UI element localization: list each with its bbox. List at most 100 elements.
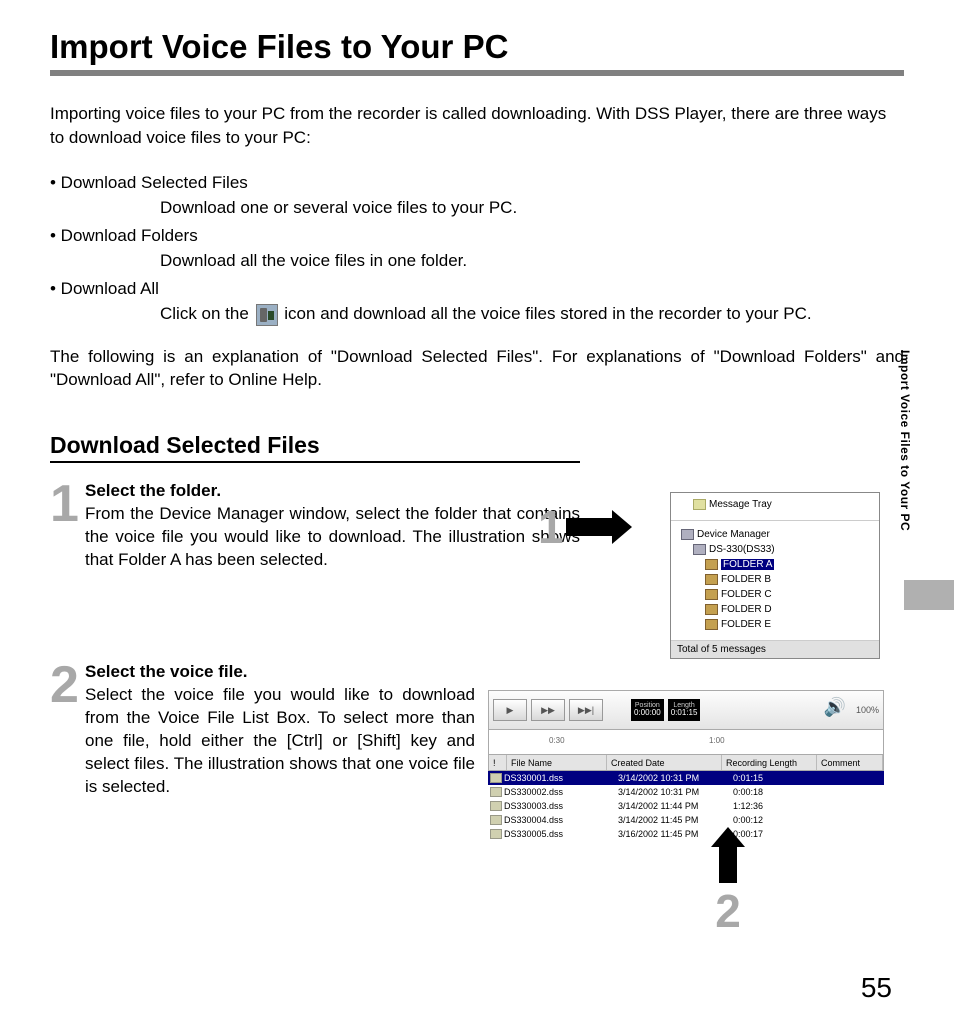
file-icon (490, 787, 502, 797)
file-name: DS330001.dss (504, 773, 618, 783)
display-value: 0:00:00 (634, 709, 661, 718)
bullet-desc-post: icon and download all the voice files st… (284, 304, 811, 323)
title-rule (50, 70, 904, 76)
file-row[interactable]: DS330004.dss3/14/2002 11:45 PM0:00:12 (488, 813, 884, 827)
step-body: Select the voice file you would like to … (85, 684, 475, 799)
file-date: 3/14/2002 11:44 PM (618, 801, 733, 811)
bullet-desc-pre: Click on the (160, 304, 254, 323)
tree-label: FOLDER B (721, 574, 771, 585)
callout-number: 2 (708, 884, 748, 938)
folder-icon (705, 574, 718, 585)
file-name: DS330002.dss (504, 787, 618, 797)
arrow-right-icon (566, 518, 614, 536)
tree-label: FOLDER C (721, 589, 772, 600)
device-manager-screenshot: Message Tray Device Manager DS-330(DS33)… (670, 492, 880, 659)
time-ruler[interactable]: 0:30 1:00 (488, 730, 884, 754)
tree-label: FOLDER D (721, 604, 772, 615)
download-all-icon (256, 304, 278, 326)
figure-2: ▶ ▶▶ ▶▶| Position 0:00:00 Length 0:01:15… (488, 690, 884, 938)
bullet-desc: Download all the voice files in one fold… (160, 248, 904, 274)
speaker-icon[interactable]: 🔊 (818, 697, 852, 723)
file-length: 0:00:12 (733, 815, 788, 825)
col-filename[interactable]: File Name (507, 755, 607, 770)
zoom-value: 100% (856, 705, 879, 715)
bullet-desc: Download one or several voice files to y… (160, 195, 904, 221)
file-name: DS330003.dss (504, 801, 618, 811)
file-icon (490, 773, 502, 783)
tree-folder[interactable]: FOLDER A (681, 557, 875, 572)
ffwd-button[interactable]: ▶▶ (531, 699, 565, 721)
file-length: 1:12:36 (733, 801, 788, 811)
tree-folder[interactable]: FOLDER B (681, 572, 875, 587)
arrow-up-icon (719, 845, 737, 883)
folder-icon (705, 589, 718, 600)
file-list: DS330001.dss3/14/2002 10:31 PM0:01:15DS3… (488, 771, 884, 841)
status-bar: Total of 5 messages (671, 641, 879, 658)
col-length[interactable]: Recording Length (722, 755, 817, 770)
tree-folder[interactable]: FOLDER D (681, 602, 875, 617)
file-icon (490, 801, 502, 811)
bullet-list: • Download Selected Files Download one o… (50, 170, 904, 327)
folder-icon (705, 559, 718, 570)
tree-label: FOLDER A (721, 559, 774, 570)
device-manager-icon (681, 529, 694, 540)
tree-folder[interactable]: FOLDER C (681, 587, 875, 602)
file-date: 3/14/2002 10:31 PM (618, 773, 733, 783)
followup-paragraph: The following is an explanation of "Down… (50, 345, 904, 393)
page-number: 55 (861, 972, 892, 1004)
file-name: DS330005.dss (504, 829, 618, 839)
bullet-head: • Download All (50, 276, 904, 302)
tree-label: DS-330(DS33) (709, 544, 775, 555)
position-display: Position 0:00:00 (631, 699, 664, 721)
folder-icon (705, 604, 718, 615)
file-icon (490, 829, 502, 839)
col-mark[interactable]: ! (489, 755, 507, 770)
side-tab-label: Import Voice Files to Your PC (898, 350, 912, 531)
file-list-screenshot: ▶ ▶▶ ▶▶| Position 0:00:00 Length 0:01:15… (488, 690, 884, 841)
file-length: 0:01:15 (733, 773, 788, 783)
ruler-tick: 1:00 (709, 736, 725, 745)
file-name: DS330004.dss (504, 815, 618, 825)
player-toolbar: ▶ ▶▶ ▶▶| Position 0:00:00 Length 0:01:15… (488, 690, 884, 730)
tree-folder[interactable]: FOLDER E (681, 617, 875, 632)
list-header: ! File Name Created Date Recording Lengt… (488, 754, 884, 771)
step-number: 2 (50, 662, 85, 799)
bullet-head: • Download Folders (50, 223, 904, 249)
step-number: 1 (50, 481, 85, 572)
tree-label: Message Tray (709, 499, 772, 510)
bullet-desc: Click on the icon and download all the v… (160, 301, 904, 327)
step-heading: Select the folder. (85, 481, 580, 501)
file-row[interactable]: DS330001.dss3/14/2002 10:31 PM0:01:15 (488, 771, 884, 785)
tree-label: FOLDER E (721, 619, 771, 630)
display-value: 0:01:15 (671, 709, 698, 718)
page-title: Import Voice Files to Your PC (50, 28, 904, 66)
play-button[interactable]: ▶ (493, 699, 527, 721)
tree-device-manager[interactable]: Device Manager (681, 527, 875, 542)
device-icon (693, 544, 706, 555)
intro-paragraph: Importing voice files to your PC from th… (50, 102, 904, 150)
file-row[interactable]: DS330005.dss3/16/2002 11:45 PM0:00:17 (488, 827, 884, 841)
step-heading: Select the voice file. (85, 662, 475, 682)
figure-1: 1 Message Tray Device Manager DS-330(DS3… (614, 500, 880, 659)
tree-label: Device Manager (697, 529, 770, 540)
folder-icon (705, 619, 718, 630)
tray-icon (693, 499, 706, 510)
side-tab-marker (904, 580, 954, 610)
skip-button[interactable]: ▶▶| (569, 699, 603, 721)
callout-number: 1 (538, 500, 564, 554)
ruler-tick: 0:30 (549, 736, 565, 745)
file-row[interactable]: DS330002.dss3/14/2002 10:31 PM0:00:18 (488, 785, 884, 799)
bullet-head: • Download Selected Files (50, 170, 904, 196)
col-comment[interactable]: Comment (817, 755, 883, 770)
file-row[interactable]: DS330003.dss3/14/2002 11:44 PM1:12:36 (488, 799, 884, 813)
file-date: 3/14/2002 11:45 PM (618, 815, 733, 825)
file-icon (490, 815, 502, 825)
file-date: 3/14/2002 10:31 PM (618, 787, 733, 797)
length-display: Length 0:01:15 (668, 699, 701, 721)
tree-message-tray[interactable]: Message Tray (681, 497, 875, 512)
file-length: 0:00:18 (733, 787, 788, 797)
section-title: Download Selected Files (50, 432, 580, 463)
tree-device[interactable]: DS-330(DS33) (681, 542, 875, 557)
col-date[interactable]: Created Date (607, 755, 722, 770)
step-body: From the Device Manager window, select t… (85, 503, 580, 572)
